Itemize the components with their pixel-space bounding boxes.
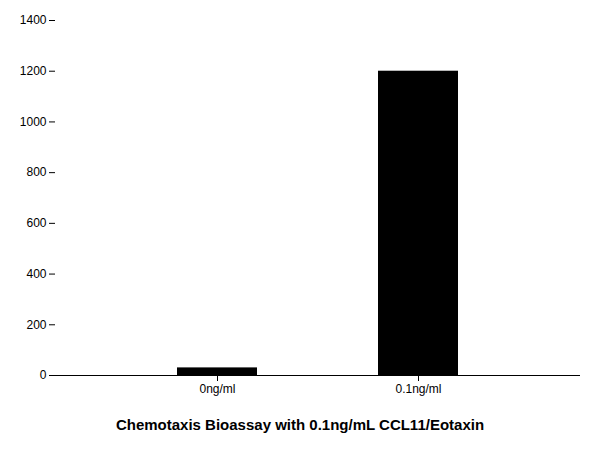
svg-text:800: 800	[26, 165, 46, 179]
svg-text:1200: 1200	[20, 64, 47, 78]
html-text:Chemotaxis Bioassay with 0.1ng: Chemotaxis Bioassay with 0.1ng/mL CCL11/…	[115, 416, 485, 433]
svg-text:1000: 1000	[20, 115, 47, 129]
svg-text:0: 0	[40, 368, 47, 382]
svg-text:1400: 1400	[20, 13, 47, 27]
svg-text:0.1ng/ml: 0.1ng/ml	[395, 382, 441, 396]
svg-text:600: 600	[26, 216, 46, 230]
svg-text:400: 400	[26, 267, 46, 281]
svg-text:0ng/ml: 0ng/ml	[199, 382, 235, 396]
svg-text:200: 200	[26, 318, 46, 332]
